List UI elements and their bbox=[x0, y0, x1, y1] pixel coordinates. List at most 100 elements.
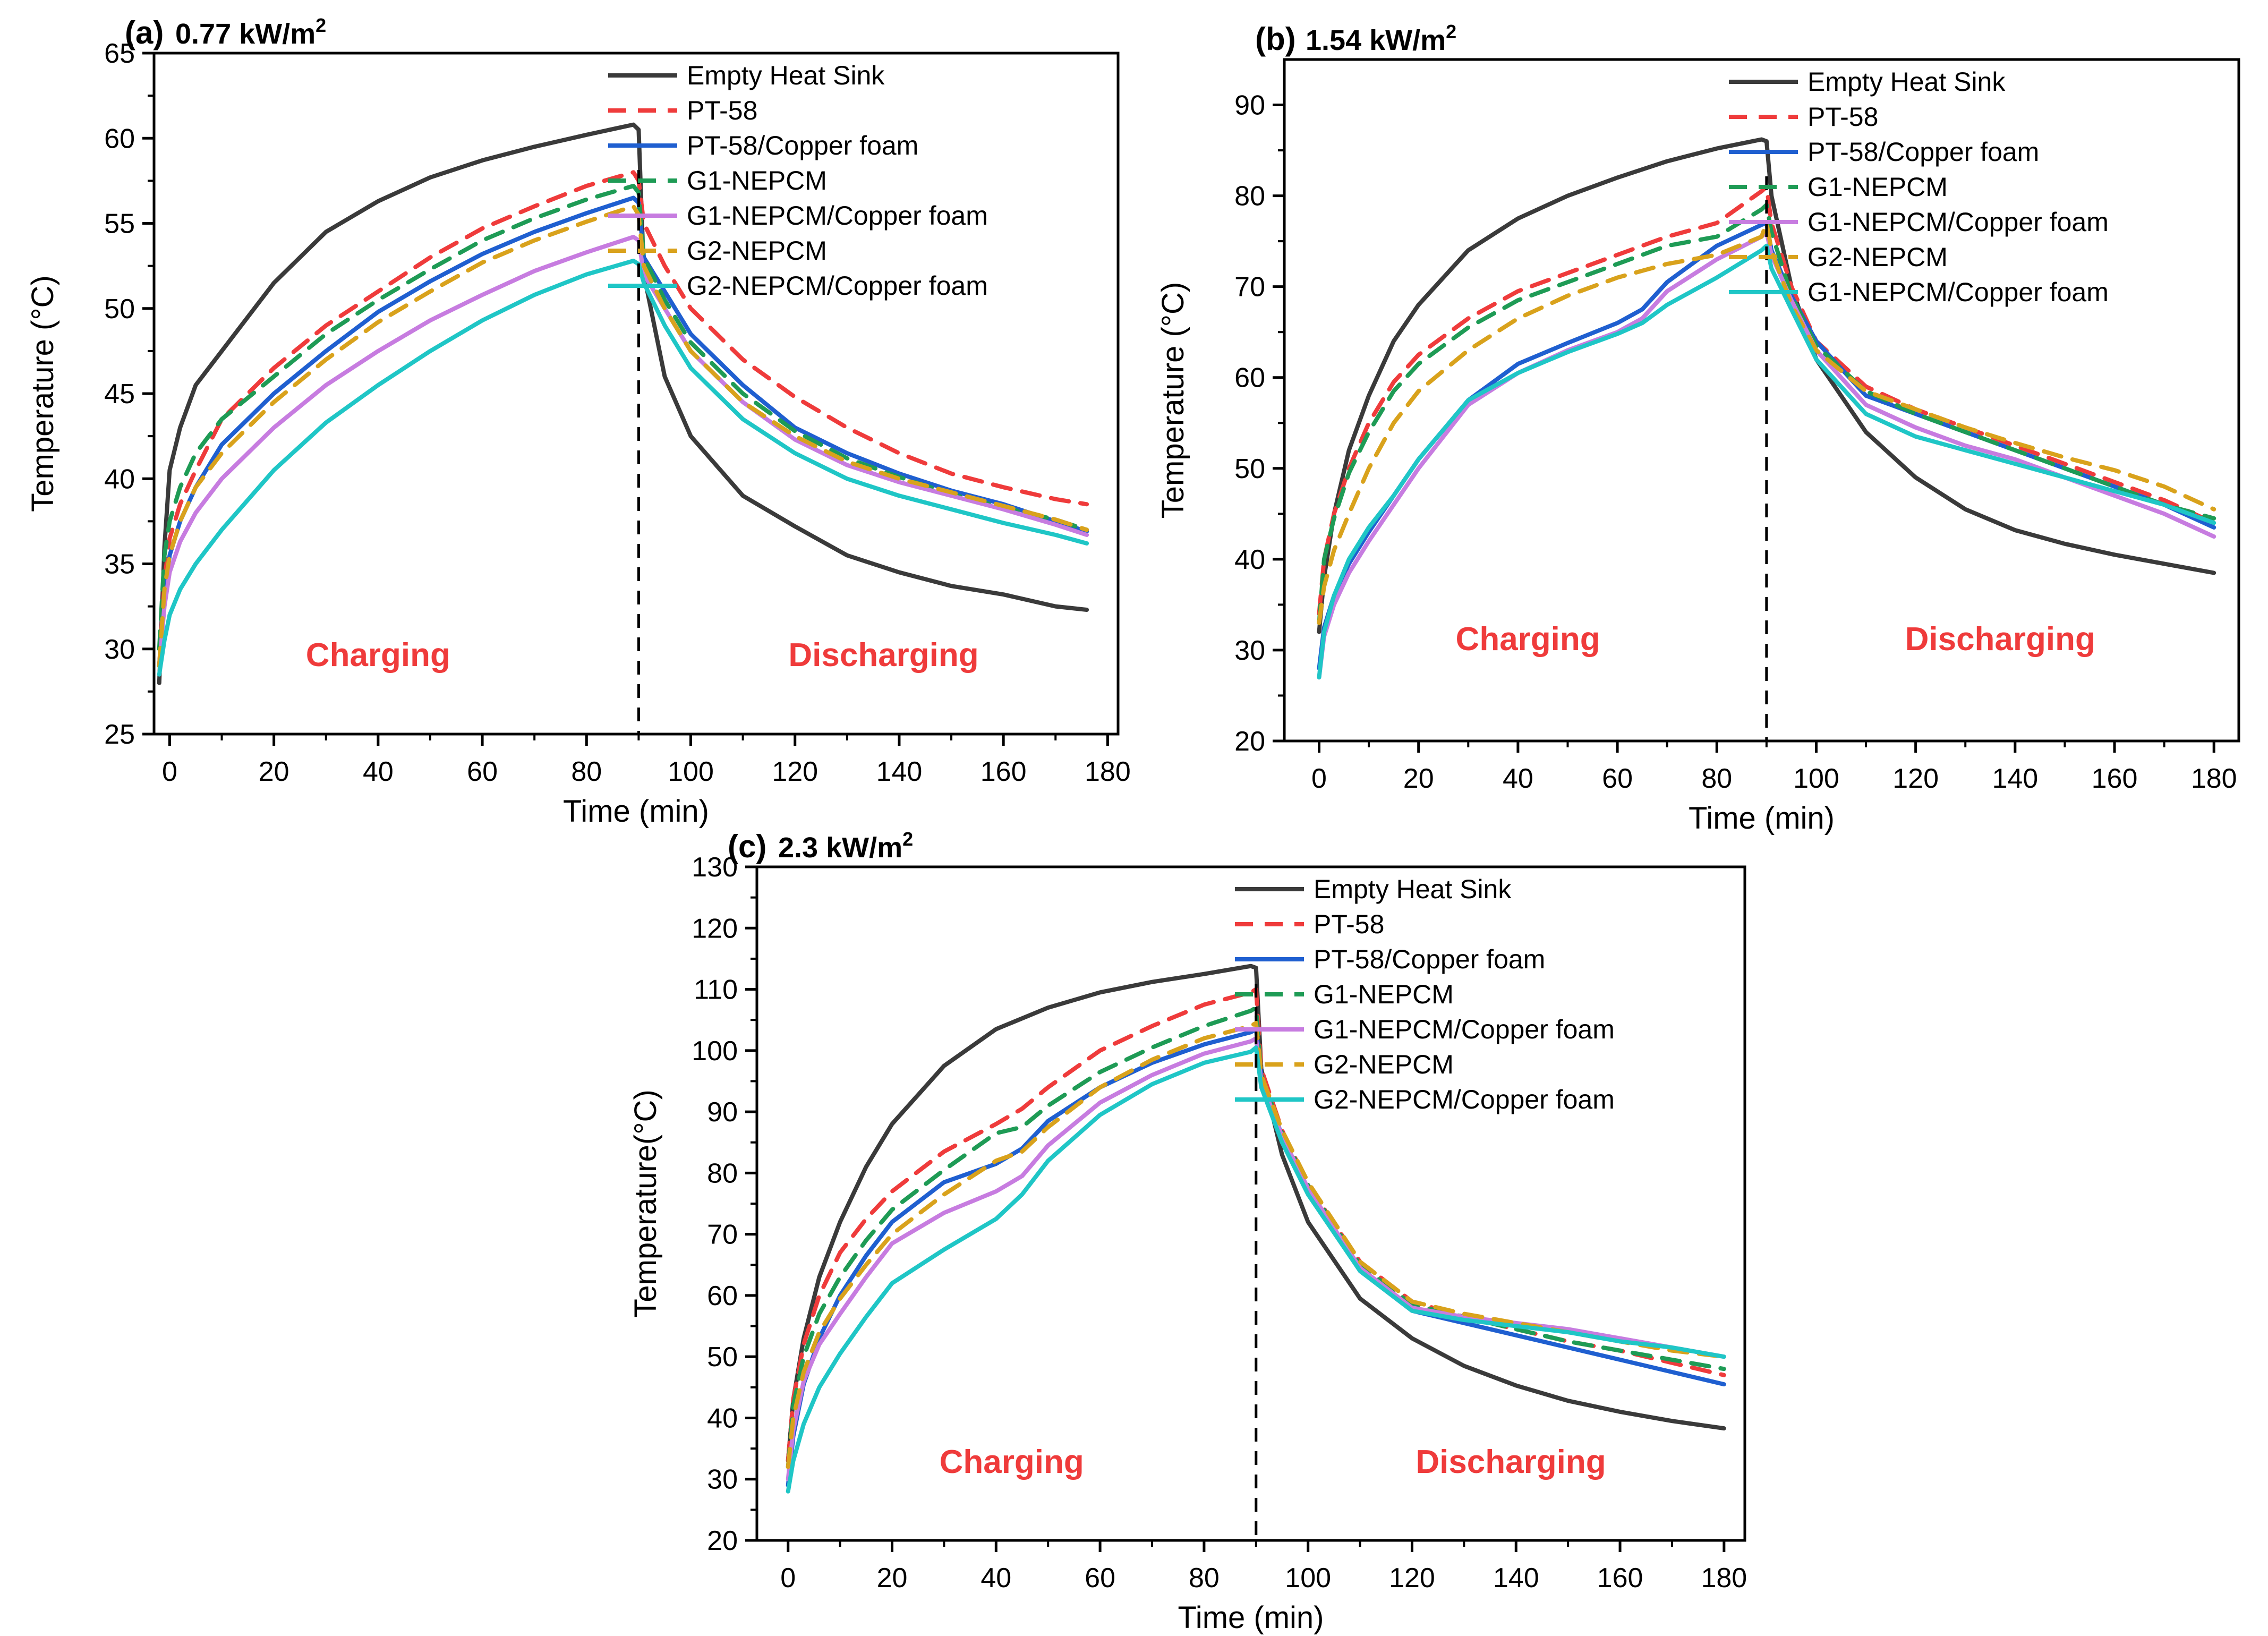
legend-label-b: Empty Heat Sink bbox=[1807, 67, 2006, 97]
legend-label-b: G1-NEPCM/Copper foam bbox=[1807, 277, 2109, 307]
y-tick-label-b: 80 bbox=[1234, 181, 1265, 212]
legend-label-c: G1-NEPCM/Copper foam bbox=[1314, 1015, 1615, 1044]
panel-title-b: 1.54 kW/m2 bbox=[1306, 21, 1456, 56]
y-tick-label-c: 70 bbox=[707, 1220, 738, 1250]
y-tick-label-c: 20 bbox=[707, 1526, 738, 1556]
x-ticks-a: 0 20 40 60 80 100 120 140 160 180 bbox=[162, 734, 1131, 787]
legend-label-a: PT-58 bbox=[687, 96, 757, 125]
x-tick-label-c: 20 bbox=[877, 1563, 908, 1594]
x-tick-label-c: 60 bbox=[1085, 1563, 1115, 1594]
y-tick-label-c: 40 bbox=[707, 1403, 738, 1434]
annotation-charging-b: Charging bbox=[1456, 621, 1600, 658]
legend-label-c: G2-NEPCM/Copper foam bbox=[1314, 1085, 1615, 1114]
x-tick-label-b: 180 bbox=[2191, 763, 2237, 794]
legend-label-c: G2-NEPCM bbox=[1314, 1050, 1454, 1079]
y-ticks-b: 20 30 40 50 60 70 80 90 bbox=[1234, 90, 1284, 757]
x-tick-label-b: 20 bbox=[1403, 763, 1434, 794]
x-tick-label-c: 120 bbox=[1389, 1563, 1435, 1594]
annotation-discharging-c: Discharging bbox=[1416, 1444, 1606, 1480]
series-lines-b bbox=[1317, 137, 2216, 680]
legend-label-a: Empty Heat Sink bbox=[687, 61, 885, 90]
y-tick-label-c: 30 bbox=[707, 1464, 738, 1495]
x-tick-label-b: 0 bbox=[1311, 763, 1327, 794]
panel-title-c: 2.3 kW/m2 bbox=[778, 828, 913, 864]
y-tick-label-c: 120 bbox=[692, 913, 738, 944]
y-tick-label-a: 65 bbox=[104, 38, 135, 69]
y-axis-label-c: Temperature(°C) bbox=[628, 1089, 663, 1317]
y-axis-label-a: Temperature (°C) bbox=[25, 275, 60, 512]
legend-label-b: G2-NEPCM bbox=[1807, 242, 1948, 272]
panel-label-a: (a) bbox=[125, 15, 164, 50]
x-tick-label-b: 140 bbox=[1992, 763, 2038, 794]
y-tick-label-c: 50 bbox=[707, 1342, 738, 1373]
series-line-b-4 bbox=[1317, 230, 2216, 680]
y-tick-label-a: 35 bbox=[104, 549, 135, 580]
series-line-c-2 bbox=[786, 1027, 1726, 1488]
y-tick-label-c: 80 bbox=[707, 1158, 738, 1189]
x-tick-label-a: 80 bbox=[571, 756, 602, 787]
x-tick-label-a: 0 bbox=[162, 756, 177, 787]
x-tick-label-b: 60 bbox=[1602, 763, 1633, 794]
legend-a: Empty Heat Sink PT-58 PT-58/Copper foam G1-… bbox=[608, 61, 988, 301]
series-line-a-6 bbox=[157, 259, 1089, 677]
x-tick-label-b: 80 bbox=[1701, 763, 1732, 794]
series-line-b-6 bbox=[1317, 243, 2216, 680]
chart-panel-b: 0 20 40 60 80 100 120 140 160 180 20 30 40 50 60 70 80 9… bbox=[1156, 21, 2240, 836]
y-tick-label-b: 20 bbox=[1234, 726, 1265, 757]
y-tick-label-c: 130 bbox=[692, 852, 738, 883]
x-tick-label-b: 160 bbox=[2092, 763, 2138, 794]
panel-title-sup-a: 2 bbox=[316, 14, 326, 36]
y-tick-label-b: 60 bbox=[1234, 363, 1265, 394]
legend-label-c: PT-58/Copper foam bbox=[1314, 944, 1545, 974]
legend-label-b: G1-NEPCM/Copper foam bbox=[1807, 207, 2109, 237]
legend-label-b: PT-58/Copper foam bbox=[1807, 137, 2039, 167]
legend-b: Empty Heat Sink PT-58 PT-58/Copper foam G1-… bbox=[1729, 67, 2109, 307]
panel-label-c: (c) bbox=[728, 829, 766, 864]
x-ticks-b: 0 20 40 60 80 100 120 140 160 180 bbox=[1311, 741, 2237, 794]
y-tick-label-a: 30 bbox=[104, 634, 135, 665]
x-tick-label-c: 80 bbox=[1189, 1563, 1220, 1594]
legend-c: Empty Heat Sink PT-58 PT-58/Copper foam G1-… bbox=[1235, 874, 1615, 1114]
x-axis-label-b: Time (min) bbox=[1689, 801, 1835, 836]
y-tick-label-c: 60 bbox=[707, 1281, 738, 1311]
x-axis-label-c: Time (min) bbox=[1178, 1600, 1324, 1635]
series-line-a-4 bbox=[157, 235, 1089, 668]
y-tick-label-a: 50 bbox=[104, 294, 135, 325]
series-line-c-0 bbox=[786, 964, 1726, 1463]
series-line-a-0 bbox=[157, 122, 1089, 685]
series-line-c-6 bbox=[786, 1045, 1726, 1494]
legend-label-a: G2-NEPCM bbox=[687, 236, 827, 266]
y-tick-label-c: 110 bbox=[694, 975, 738, 1006]
x-tick-label-b: 120 bbox=[1892, 763, 1939, 794]
panel-title-sup-c: 2 bbox=[902, 828, 913, 850]
y-tick-label-a: 60 bbox=[104, 123, 135, 154]
x-tick-label-a: 40 bbox=[363, 756, 394, 787]
y-tick-label-b: 90 bbox=[1234, 90, 1265, 121]
x-tick-label-a: 160 bbox=[980, 756, 1027, 787]
series-lines-c bbox=[786, 964, 1726, 1494]
panel-title-a: 0.77 kW/m2 bbox=[175, 14, 326, 50]
y-tick-label-b: 50 bbox=[1234, 454, 1265, 484]
x-tick-label-a: 180 bbox=[1085, 756, 1131, 787]
y-tick-label-b: 70 bbox=[1234, 272, 1265, 303]
y-tick-label-c: 90 bbox=[707, 1097, 738, 1128]
y-ticks-c: 20 30 40 50 60 70 80 90 100 110 120 130 bbox=[692, 852, 757, 1556]
x-tick-label-a: 140 bbox=[876, 756, 923, 787]
series-line-b-5 bbox=[1317, 220, 2216, 625]
y-tick-label-b: 40 bbox=[1234, 544, 1265, 575]
panel-title-text-a: 0.77 kW/m bbox=[175, 18, 316, 50]
x-tick-label-b: 100 bbox=[1793, 763, 1839, 794]
x-tick-label-c: 140 bbox=[1493, 1563, 1539, 1594]
panel-title-sup-b: 2 bbox=[1446, 21, 1456, 42]
x-tick-label-a: 100 bbox=[668, 756, 714, 787]
x-ticks-c: 0 20 40 60 80 100 120 140 160 180 bbox=[780, 1540, 1747, 1594]
y-tick-label-a: 55 bbox=[104, 209, 135, 240]
y-axis-label-b: Temperature (°C) bbox=[1156, 282, 1190, 518]
legend-label-c: G1-NEPCM bbox=[1314, 979, 1454, 1009]
legend-label-b: PT-58 bbox=[1807, 102, 1878, 132]
x-tick-label-a: 120 bbox=[772, 756, 818, 787]
panel-label-b: (b) bbox=[1255, 21, 1296, 57]
series-line-c-5 bbox=[786, 1020, 1726, 1469]
x-tick-label-c: 100 bbox=[1285, 1563, 1331, 1594]
